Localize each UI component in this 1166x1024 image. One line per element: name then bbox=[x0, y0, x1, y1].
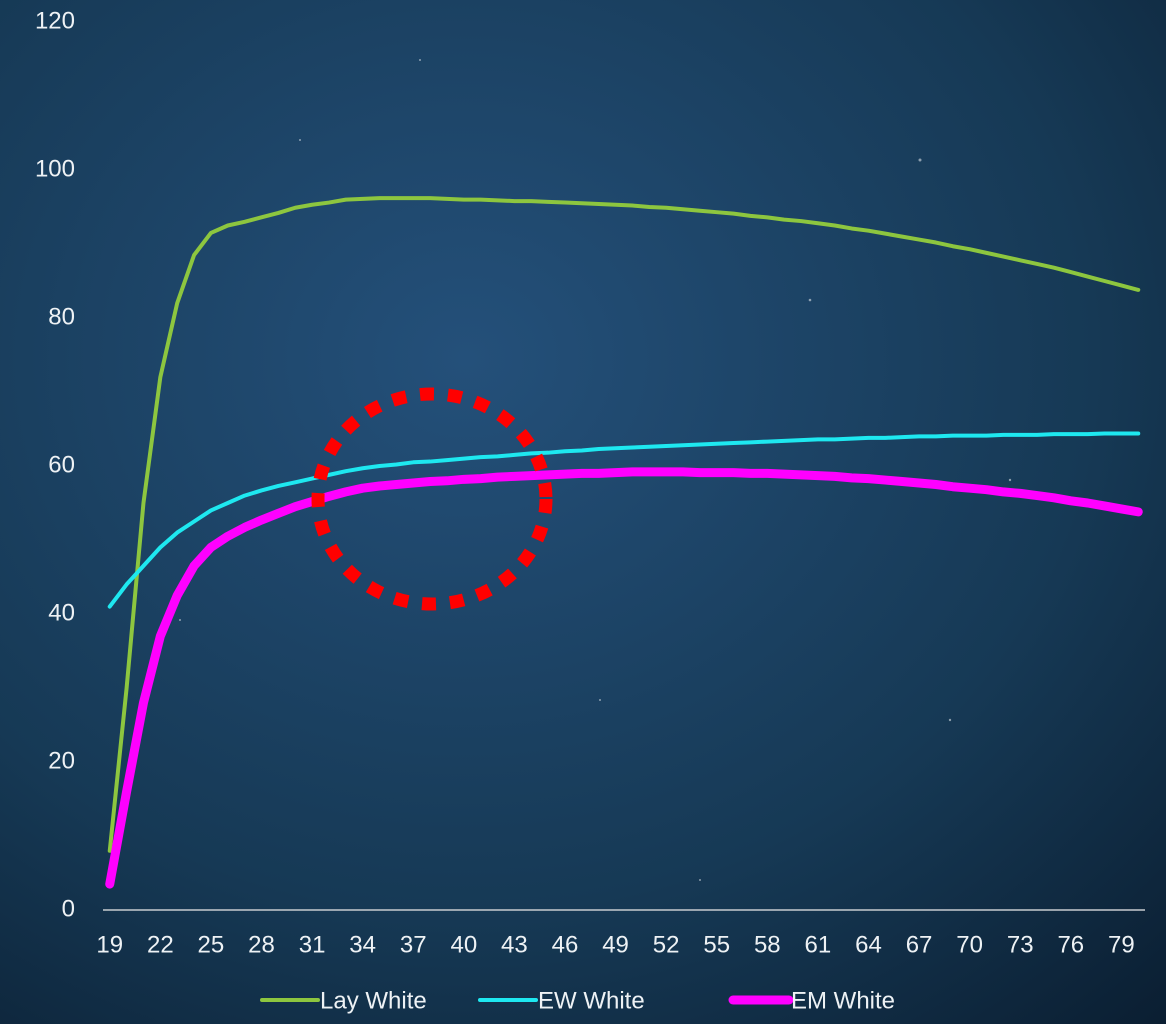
legend-label: Lay White bbox=[320, 987, 427, 1014]
x-tick-label: 76 bbox=[1057, 931, 1084, 958]
x-tick-label: 61 bbox=[805, 931, 832, 958]
x-tick-label: 37 bbox=[400, 931, 427, 958]
x-tick-label: 25 bbox=[198, 931, 225, 958]
y-tick-label: 20 bbox=[48, 747, 75, 774]
x-tick-label: 19 bbox=[96, 931, 123, 958]
x-tick-label: 46 bbox=[552, 931, 579, 958]
line-series bbox=[107, 196, 1141, 853]
x-tick-label: 22 bbox=[147, 931, 174, 958]
y-tick-label: 40 bbox=[48, 599, 75, 626]
x-tick-label: 55 bbox=[703, 931, 730, 958]
x-tick-label: 73 bbox=[1007, 931, 1034, 958]
y-tick-label: 0 bbox=[62, 895, 75, 922]
x-tick-label: 67 bbox=[906, 931, 933, 958]
legend-label: EM White bbox=[791, 987, 895, 1014]
x-tick-label: 49 bbox=[602, 931, 629, 958]
highlight-circle bbox=[311, 387, 553, 611]
x-tick-label: 28 bbox=[248, 931, 275, 958]
y-tick-label: 60 bbox=[48, 451, 75, 478]
x-tick-label: 40 bbox=[450, 931, 477, 958]
y-tick-label: 120 bbox=[35, 7, 75, 34]
stars bbox=[179, 59, 1012, 881]
y-tick-label: 100 bbox=[35, 155, 75, 182]
line-series bbox=[105, 467, 1143, 889]
x-tick-label: 79 bbox=[1108, 931, 1135, 958]
x-tick-label: 58 bbox=[754, 931, 781, 958]
x-tick-label: 34 bbox=[349, 931, 376, 958]
x-tick-label: 31 bbox=[299, 931, 326, 958]
y-tick-label: 80 bbox=[48, 303, 75, 330]
line-series bbox=[107, 431, 1141, 609]
legend-label: EW White bbox=[538, 987, 645, 1014]
x-tick-label: 52 bbox=[653, 931, 680, 958]
x-tick-label: 43 bbox=[501, 931, 528, 958]
x-tick-label: 64 bbox=[855, 931, 882, 958]
x-tick-label: 70 bbox=[956, 931, 983, 958]
